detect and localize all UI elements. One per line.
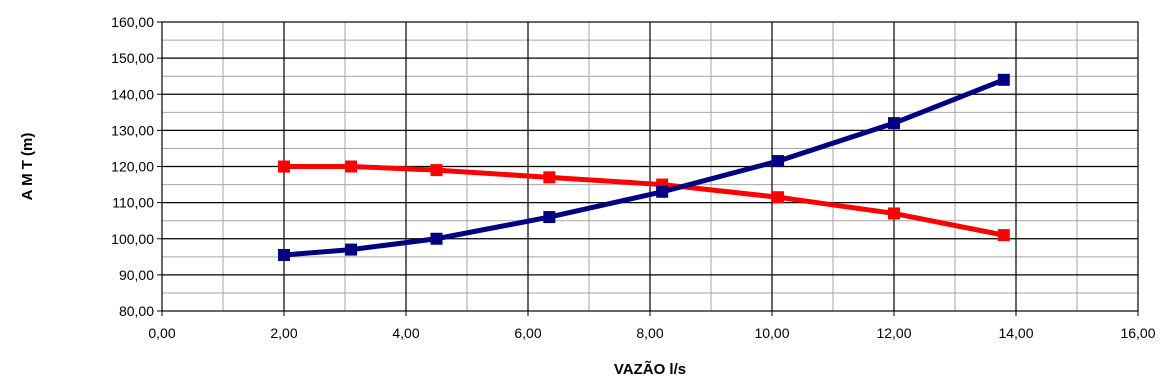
y-tick-label: 120,00 [111, 159, 154, 175]
y-tick-label: 140,00 [111, 86, 154, 102]
data-point [278, 160, 290, 173]
y-tick-label: 150,00 [111, 50, 154, 66]
data-point [278, 249, 290, 262]
series-1 [278, 160, 1010, 242]
data-point [430, 232, 443, 245]
series-2 [278, 73, 1010, 262]
x-tick-label: 14,00 [998, 325, 1033, 341]
data-point [543, 211, 556, 224]
grid [162, 22, 1138, 311]
y-tick-label: 110,00 [112, 195, 154, 211]
y-axis-ticks: 80,00 90,00 100,00 110,00 120,00 130,00 140,00… [111, 14, 162, 319]
x-tick-label: 0,00 [148, 325, 175, 341]
data-point [656, 185, 669, 198]
data-point [543, 171, 556, 184]
data-point [997, 229, 1010, 242]
data-point [888, 207, 900, 220]
y-axis-title: A M T (m) [19, 133, 36, 201]
y-tick-label: 130,00 [111, 122, 154, 138]
x-tick-label: 6,00 [514, 325, 541, 341]
x-tick-label: 12,00 [876, 325, 911, 341]
series-line [281, 77, 1007, 258]
x-tick-label: 16,00 [1120, 325, 1155, 341]
x-tick-label: 2,00 [270, 325, 297, 341]
y-tick-label: 160,00 [111, 14, 154, 30]
y-tick-label: 80,00 [119, 303, 154, 319]
data-point [997, 73, 1010, 86]
series-layer [278, 73, 1010, 262]
series-line [281, 164, 1007, 238]
y-tick-label: 100,00 [111, 231, 154, 247]
data-point [345, 160, 358, 173]
data-point [888, 117, 900, 130]
data-point [772, 191, 785, 204]
x-tick-label: 10,00 [754, 325, 789, 341]
data-point [345, 243, 358, 256]
y-tick-label: 90,00 [119, 267, 154, 283]
x-axis-title: VAZÃO l/s [614, 360, 686, 378]
x-axis-ticks: 0,00 2,00 4,00 6,00 8,00 10,00 12,00 14,00 16,00 [148, 311, 1156, 341]
x-tick-label: 8,00 [636, 325, 663, 341]
data-point [772, 155, 785, 168]
data-point [430, 164, 443, 177]
x-tick-label: 4,00 [392, 325, 419, 341]
